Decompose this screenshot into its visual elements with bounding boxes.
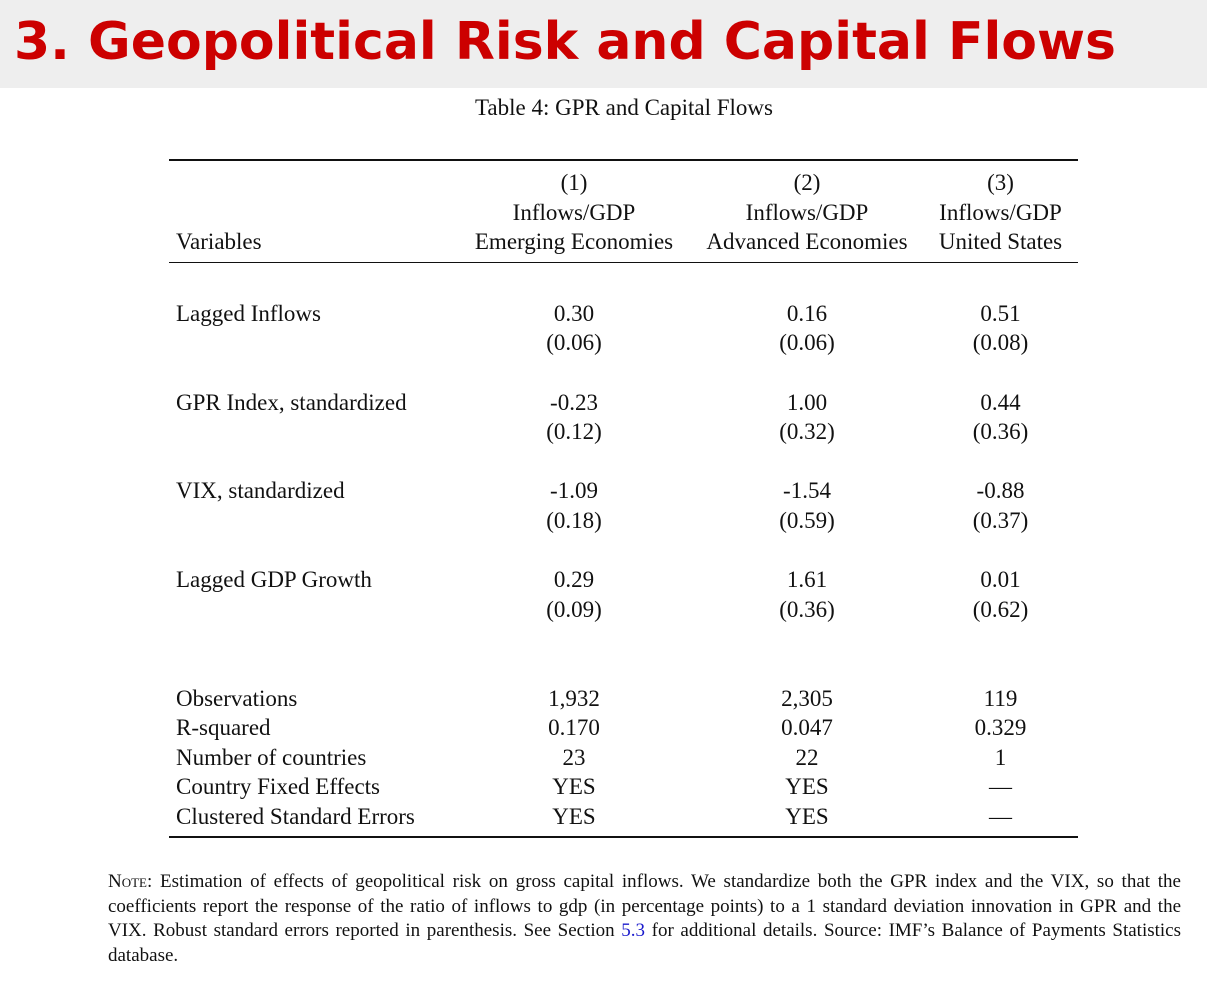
stat-cell: YES — [785, 774, 829, 799]
col1-sample: Emerging Economies — [474, 229, 674, 254]
row-label-vix: VIX, standardized — [176, 478, 345, 503]
row-label-country-fixed-effects: Country Fixed Effects — [176, 774, 380, 799]
col2-dependent: Inflows/GDP — [745, 200, 869, 225]
stat-cell: 1 — [994, 745, 1007, 770]
stat-cell: YES — [785, 804, 829, 829]
se-cell: (0.32) — [779, 419, 835, 444]
se-cell: (0.62) — [972, 597, 1029, 622]
stat-cell: 0.329 — [974, 715, 1027, 740]
note-prefix: Note: — [108, 871, 153, 892]
se-cell: (0.08) — [972, 330, 1029, 355]
note-text: Estimation of effects of geopolitical ri… — [108, 871, 1181, 941]
title-band — [0, 0, 1207, 88]
stat-cell: YES — [552, 774, 596, 799]
stat-cell: YES — [552, 804, 596, 829]
row-label-lagged-inflows: Lagged Inflows — [176, 301, 321, 326]
coef-cell: 0.30 — [553, 301, 595, 326]
note-text-end: for additional details. Source: IMF’s Ba… — [108, 920, 1182, 966]
coef-cell: 0.29 — [553, 567, 595, 592]
se-cell: (0.18) — [546, 508, 602, 533]
table-caption: Table 4: GPR and Capital Flows — [474, 95, 773, 120]
col3-dependent: Inflows/GDP — [939, 200, 1062, 225]
col3-number: (3) — [987, 170, 1014, 195]
coef-cell: -1.54 — [783, 478, 831, 503]
stat-cell: 22 — [795, 745, 819, 770]
stat-cell: — — [989, 774, 1012, 799]
row-label-r-squared: R-squared — [176, 715, 271, 740]
se-cell: (0.36) — [779, 597, 835, 622]
stat-cell: 0.047 — [781, 715, 833, 740]
col2-number: (2) — [793, 170, 821, 195]
se-cell: (0.06) — [546, 330, 602, 355]
variables-header: Variables — [176, 229, 262, 254]
row-label-observations: Observations — [176, 686, 298, 711]
stat-cell: 119 — [983, 686, 1018, 711]
row-label-clustered-standard-errors: Clustered Standard Errors — [176, 804, 415, 829]
table-bottom-rule — [169, 836, 1078, 838]
coef-cell: 0.51 — [980, 301, 1021, 326]
se-cell: (0.09) — [546, 597, 602, 622]
coef-cell: 0.01 — [980, 567, 1021, 592]
coef-cell: 0.44 — [980, 390, 1021, 415]
coef-cell: -0.23 — [550, 390, 598, 415]
stat-cell: — — [989, 804, 1012, 829]
coef-cell: 1.00 — [786, 390, 828, 415]
coef-cell: -1.09 — [550, 478, 598, 503]
se-cell: (0.37) — [972, 508, 1029, 533]
se-cell: (0.12) — [546, 419, 602, 444]
stat-cell: 0.170 — [548, 715, 600, 740]
coef-cell: -0.88 — [976, 478, 1025, 503]
slide-title: 3. Geopolitical Risk and Capital Flows — [14, 12, 1117, 72]
row-label-gpr-index: GPR Index, standardized — [176, 390, 407, 415]
se-cell: (0.06) — [779, 330, 835, 355]
coef-cell: 0.16 — [786, 301, 828, 326]
stat-cell: 1,932 — [548, 686, 600, 711]
col1-number: (1) — [560, 170, 588, 195]
table-header-rule — [169, 262, 1078, 263]
stat-cell: 23 — [562, 745, 586, 770]
coef-cell: 1.61 — [786, 567, 828, 592]
se-cell: (0.36) — [972, 419, 1029, 444]
stat-cell: 2,305 — [781, 686, 833, 711]
section-reference-link[interactable]: 5.3 — [621, 920, 646, 941]
row-label-lagged-gdp-growth: Lagged GDP Growth — [176, 567, 372, 592]
col3-sample: United States — [938, 229, 1063, 254]
table-note: Note: Estimation of effects of geopoliti… — [108, 870, 1181, 968]
table-top-rule — [169, 159, 1078, 161]
col2-sample: Advanced Economies — [706, 229, 908, 254]
col1-dependent: Inflows/GDP — [512, 200, 636, 225]
se-cell: (0.59) — [779, 508, 835, 533]
row-label-number-of-countries: Number of countries — [176, 745, 367, 770]
